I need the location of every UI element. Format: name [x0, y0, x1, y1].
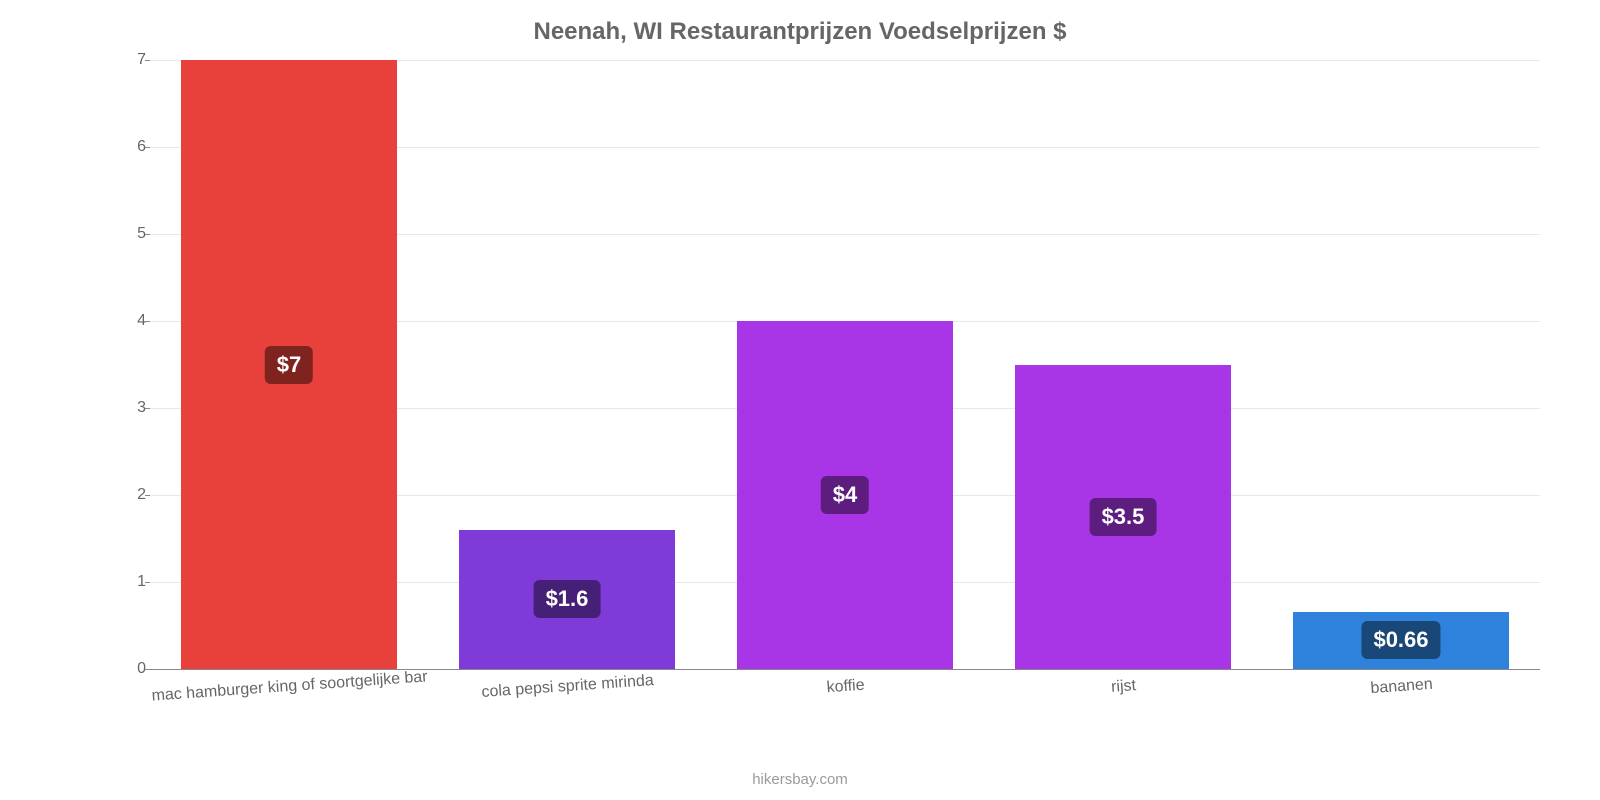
y-tick-mark: [145, 321, 150, 322]
attribution-text: hikersbay.com: [752, 771, 848, 788]
x-category-label: cola pepsi sprite mirinda: [481, 672, 654, 702]
y-tick-label: 6: [122, 138, 146, 156]
bar: $0.66: [1293, 612, 1510, 669]
y-tick-mark: [145, 234, 150, 235]
y-tick-mark: [145, 582, 150, 583]
bar: $1.6: [459, 530, 676, 669]
bar: $3.5: [1015, 365, 1232, 670]
chart-area: 01234567$7$1.6$4$3.5$0.66 mac hamburger …: [120, 60, 1540, 700]
bar-value-label: $4: [821, 476, 869, 514]
chart-title: Neenah, WI Restaurantprijzen Voedselprij…: [0, 0, 1600, 46]
y-tick-label: 5: [122, 225, 146, 243]
bar-value-label: $3.5: [1090, 498, 1157, 536]
bar-value-label: $1.6: [534, 580, 601, 618]
x-category-label: koffie: [826, 677, 865, 698]
y-tick-label: 2: [122, 486, 146, 504]
bar: $4: [737, 321, 954, 669]
x-category-label: bananen: [1370, 676, 1433, 698]
y-tick-label: 4: [122, 312, 146, 330]
x-category-label: mac hamburger king of soortgelijke bar: [151, 668, 428, 705]
bar: $7: [181, 60, 398, 669]
plot-region: 01234567$7$1.6$4$3.5$0.66: [150, 60, 1540, 670]
y-tick-label: 7: [122, 51, 146, 69]
y-tick-mark: [145, 408, 150, 409]
y-tick-mark: [145, 60, 150, 61]
x-category-label: rijst: [1111, 677, 1137, 697]
y-tick-label: 0: [122, 660, 146, 678]
y-tick-mark: [145, 147, 150, 148]
y-tick-mark: [145, 495, 150, 496]
y-tick-label: 1: [122, 573, 146, 591]
y-tick-label: 3: [122, 399, 146, 417]
bar-value-label: $7: [265, 346, 313, 384]
y-tick-mark: [145, 669, 150, 670]
bar-value-label: $0.66: [1361, 621, 1440, 659]
